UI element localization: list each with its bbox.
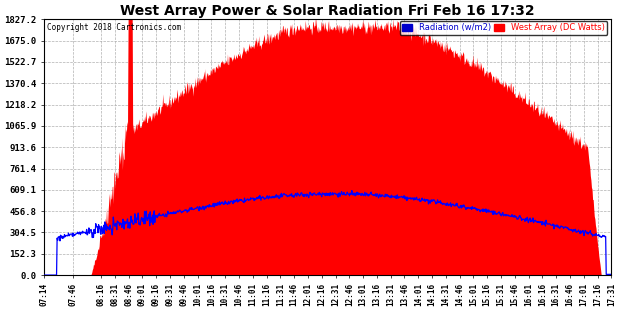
Legend: Radiation (w/m2), West Array (DC Watts): Radiation (w/m2), West Array (DC Watts) <box>399 21 607 35</box>
Title: West Array Power & Solar Radiation Fri Feb 16 17:32: West Array Power & Solar Radiation Fri F… <box>120 4 535 18</box>
Text: Copyright 2018 Cartronics.com: Copyright 2018 Cartronics.com <box>47 23 181 32</box>
